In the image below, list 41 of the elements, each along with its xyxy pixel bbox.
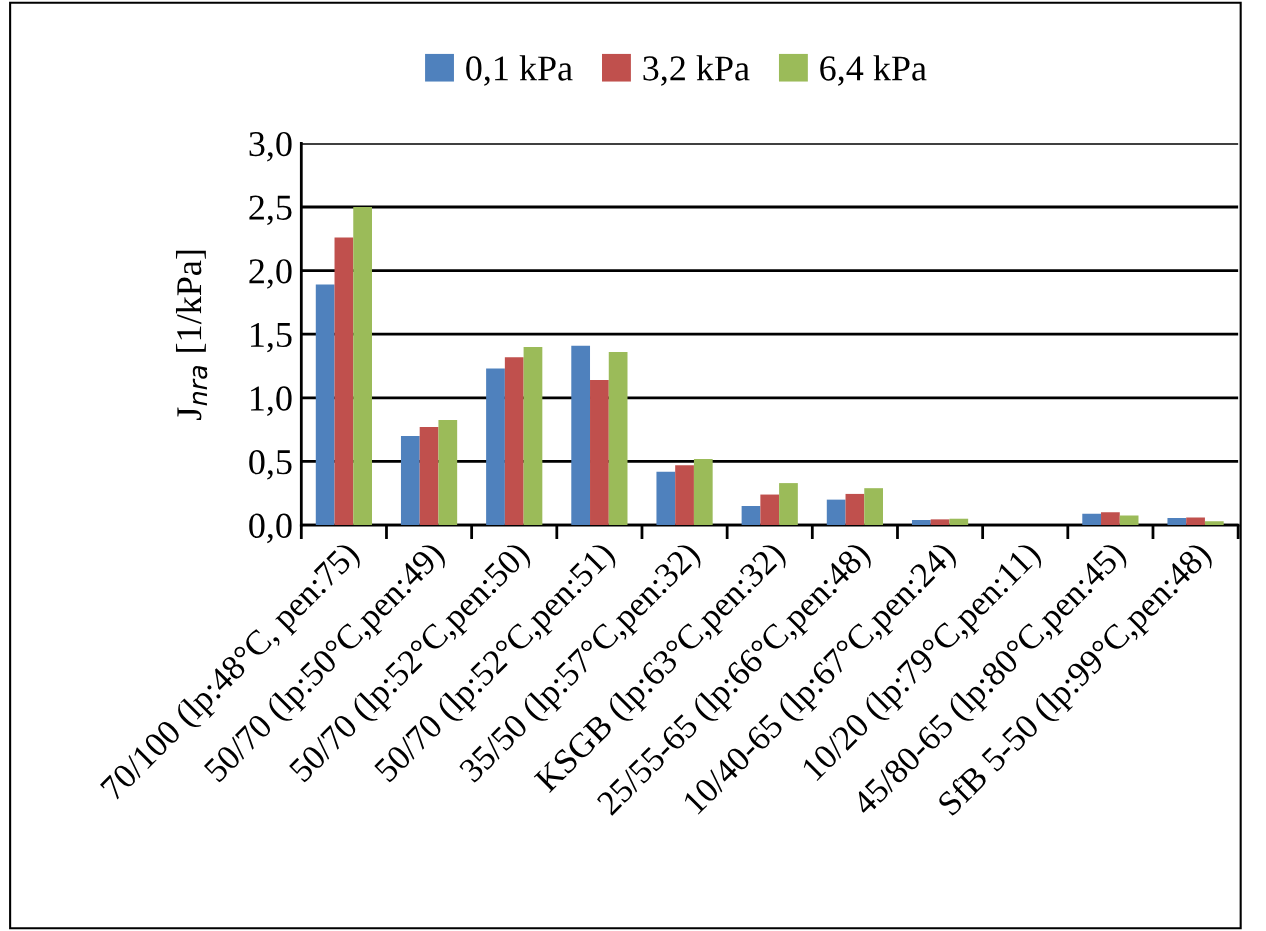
y-tick-label: 0,0 — [249, 513, 292, 544]
y-axis-title: J$_{nra}$ [1/kPa] — [175, 250, 208, 420]
bar — [656, 471, 676, 526]
bar — [1204, 521, 1224, 526]
legend-label: 3,2 kPa — [643, 55, 750, 86]
bar — [353, 206, 372, 526]
bar — [826, 499, 846, 526]
y-tick-label: 2,5 — [249, 195, 292, 226]
bar — [845, 493, 865, 526]
bar — [864, 488, 883, 526]
bar — [1082, 513, 1102, 526]
bar — [504, 357, 524, 526]
bar — [693, 458, 713, 526]
legend-label: 6,4 kPa — [820, 55, 927, 86]
bar — [571, 345, 591, 526]
bar — [779, 483, 798, 526]
y-tick-label: 1,0 — [251, 386, 292, 416]
bar — [608, 352, 628, 526]
bar — [523, 346, 543, 526]
bar — [741, 506, 761, 526]
y-tick-label: 0,5 — [249, 449, 292, 480]
bar — [1101, 512, 1120, 526]
bar — [949, 518, 969, 526]
bar — [1186, 517, 1205, 526]
bar — [419, 427, 439, 526]
legend-label: 0,1 kPa — [466, 55, 573, 86]
bar — [315, 284, 335, 526]
bar — [438, 420, 458, 526]
bar — [930, 519, 950, 526]
bar — [760, 494, 780, 526]
y-tick-label: 2,0 — [249, 259, 292, 289]
bar — [675, 465, 694, 526]
bar — [400, 436, 420, 526]
y-tick-label: 1,5 — [251, 322, 292, 353]
bar — [911, 519, 931, 526]
bar — [334, 237, 354, 526]
bar — [1167, 518, 1187, 526]
bar — [486, 368, 505, 526]
bar — [1119, 515, 1139, 526]
bar — [590, 380, 609, 526]
y-tick-label: 3,0 — [249, 131, 292, 162]
